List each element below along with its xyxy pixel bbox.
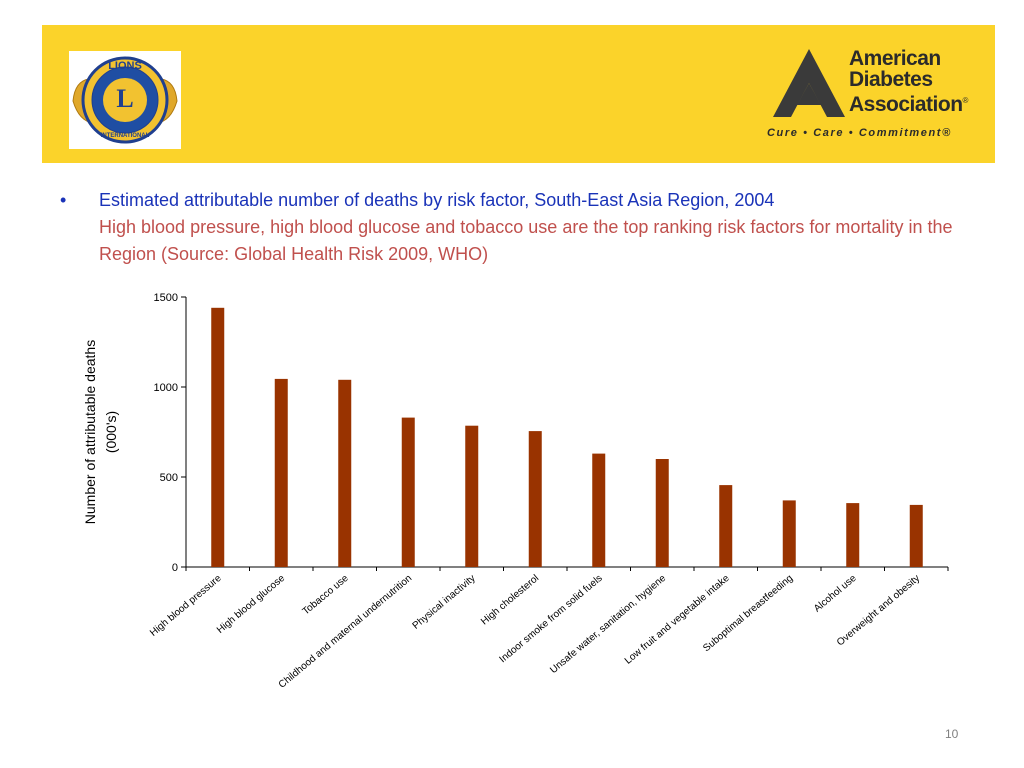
x-tick-label: High cholesterol bbox=[479, 573, 541, 628]
x-tick-label: Indoor smoke from solid fuels bbox=[498, 573, 605, 665]
y-tick-label: 500 bbox=[160, 472, 178, 484]
ada-tagline: Cure • Care • Commitment® bbox=[767, 127, 952, 139]
y-tick-label: 1500 bbox=[154, 292, 178, 304]
bar bbox=[401, 417, 415, 567]
slide-headline: Estimated attributable number of deaths … bbox=[99, 190, 775, 210]
y-tick-label: 0 bbox=[172, 562, 178, 574]
bar bbox=[338, 379, 352, 567]
x-tick-label: High blood pressure bbox=[148, 573, 224, 639]
x-tick-label: Tobacco use bbox=[301, 573, 351, 618]
x-tick-label: Childhood and maternal undernutrition bbox=[277, 573, 414, 691]
y-tick-label: 1000 bbox=[154, 382, 178, 394]
chart-axes bbox=[185, 297, 948, 568]
bar bbox=[592, 453, 606, 567]
y-axis-label-line1: Number of attributable deaths bbox=[82, 340, 98, 524]
bar bbox=[655, 459, 669, 567]
bar bbox=[528, 431, 542, 567]
svg-text:LIONS: LIONS bbox=[108, 60, 142, 72]
ada-name-line2: Diabetes bbox=[849, 68, 933, 91]
bar bbox=[782, 500, 796, 567]
page-number: 10 bbox=[945, 727, 959, 741]
bar bbox=[846, 503, 860, 567]
x-ticks bbox=[185, 567, 949, 571]
x-tick-label: Alcohol use bbox=[812, 573, 859, 615]
bar bbox=[211, 307, 225, 567]
ada-name-line1: American bbox=[849, 47, 941, 70]
y-axis-label: Number of attributable deaths (000's) bbox=[82, 340, 119, 524]
x-tick-label: Physical inactivity bbox=[411, 573, 478, 632]
svg-text:L: L bbox=[116, 84, 133, 113]
lions-logo: L LIONS INTERNATIONAL bbox=[69, 51, 181, 149]
svg-text:INTERNATIONAL: INTERNATIONAL bbox=[101, 133, 150, 139]
bars bbox=[211, 307, 923, 567]
bar bbox=[909, 504, 923, 567]
y-ticks: 0 500 1000 1500 bbox=[154, 292, 186, 574]
header-banner: L LIONS INTERNATIONAL American Diabetes … bbox=[42, 25, 995, 163]
x-tick-label: Low fruit and vegetable intake bbox=[623, 573, 732, 667]
bar bbox=[465, 425, 479, 567]
slide-subtext: High blood pressure, high blood glucose … bbox=[99, 217, 953, 264]
x-tick-label: High blood glucose bbox=[215, 573, 288, 636]
bullet-marker: • bbox=[60, 190, 67, 210]
x-tick-label: Unsafe water, sanitation, hygiene bbox=[548, 573, 668, 676]
bar bbox=[274, 378, 288, 567]
bar bbox=[719, 485, 733, 567]
ada-logo: American Diabetes Association® Cure • Ca… bbox=[764, 45, 984, 145]
ada-triangle-icon bbox=[773, 49, 845, 117]
ada-name-line3: Association® bbox=[849, 93, 968, 116]
y-axis-label-line2: (000's) bbox=[103, 411, 119, 453]
